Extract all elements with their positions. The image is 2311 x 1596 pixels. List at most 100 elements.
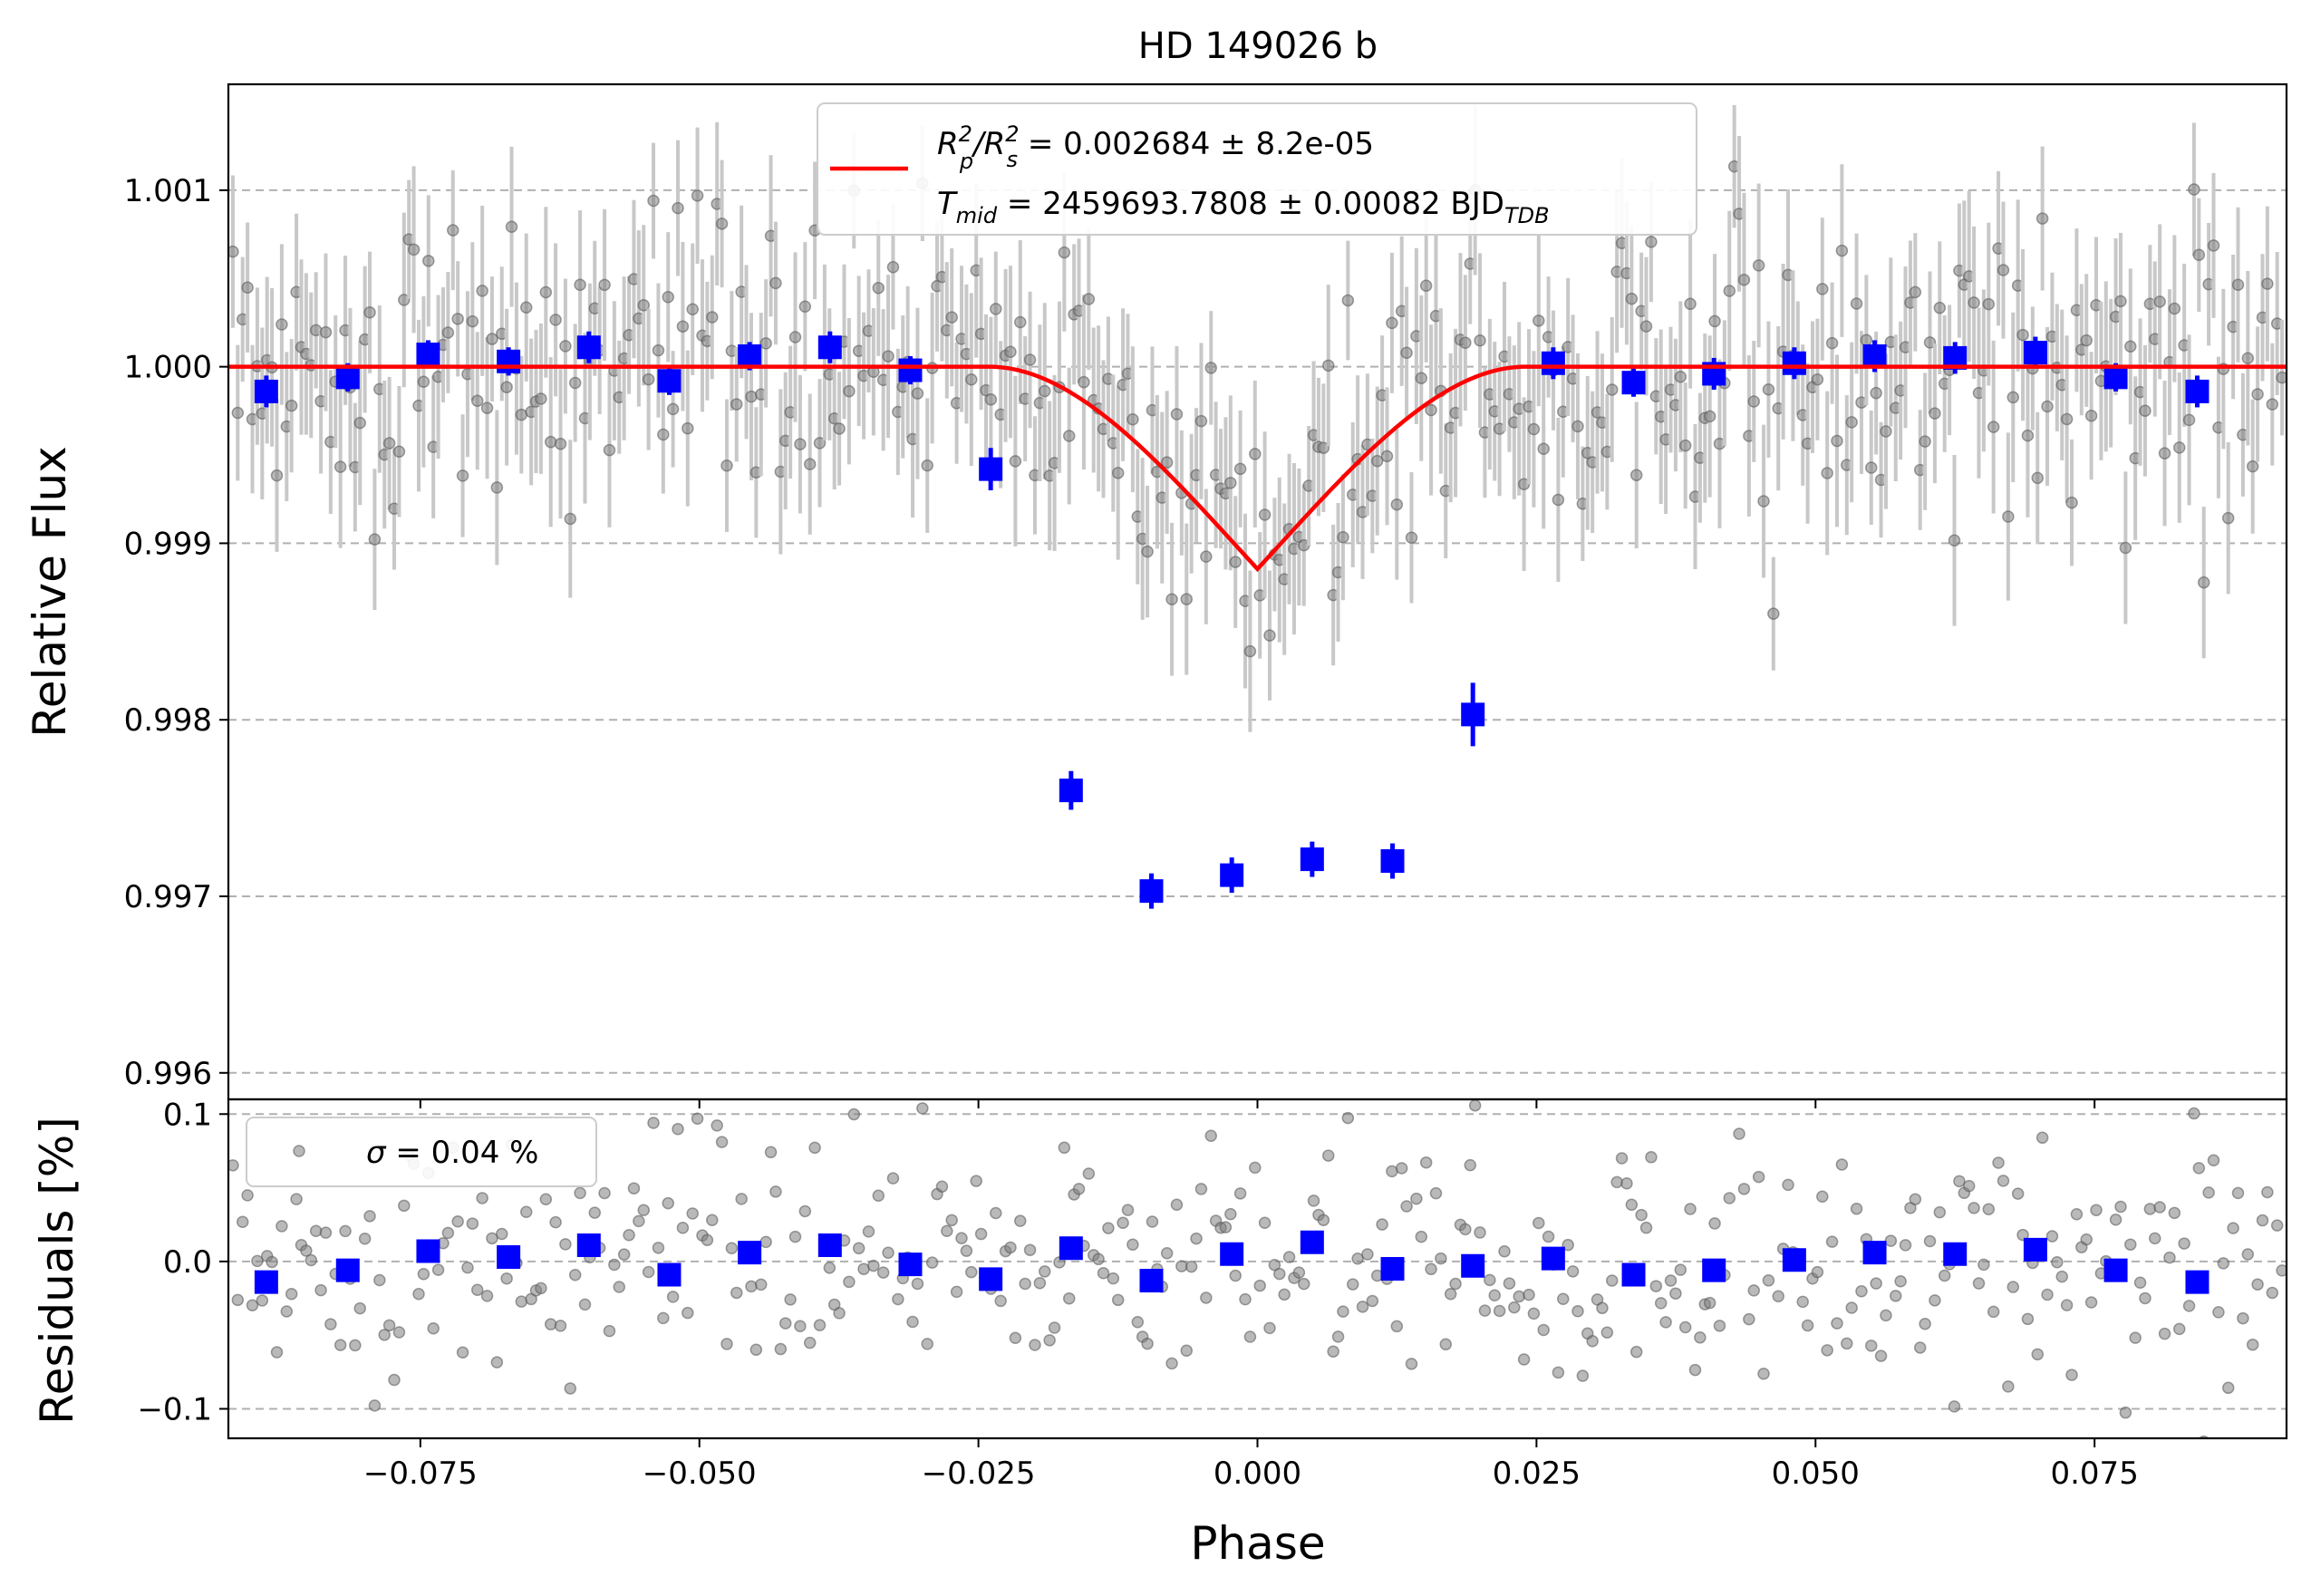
raw-flux-point bbox=[682, 421, 694, 435]
raw-residual-point bbox=[2221, 1381, 2235, 1395]
raw-flux-point bbox=[535, 392, 547, 405]
raw-residual-point bbox=[1620, 1177, 1633, 1190]
raw-residual-point bbox=[382, 1319, 396, 1332]
raw-residual-point bbox=[1464, 1158, 1476, 1172]
raw-flux-point bbox=[1757, 495, 1770, 508]
y-tick-label: 0.1 bbox=[163, 1097, 212, 1133]
raw-residual-point bbox=[1366, 1294, 1379, 1308]
raw-flux-point bbox=[231, 406, 245, 420]
raw-residual-point bbox=[1997, 1175, 2010, 1187]
raw-flux-point bbox=[1004, 345, 1017, 358]
raw-residual-point bbox=[1092, 1253, 1105, 1266]
raw-flux-point bbox=[285, 399, 298, 412]
raw-residual-point bbox=[965, 1265, 978, 1279]
raw-residual-point bbox=[515, 1295, 528, 1308]
raw-flux-point bbox=[319, 325, 333, 339]
raw-residual-point bbox=[1331, 1330, 1345, 1343]
binned-flux-point bbox=[738, 343, 762, 368]
raw-flux-point bbox=[637, 299, 650, 312]
raw-residual-point bbox=[2256, 1214, 2269, 1227]
raw-residual-point bbox=[1542, 1230, 1555, 1243]
x-tick-label: 0.000 bbox=[1214, 1456, 1301, 1492]
raw-residual-point bbox=[617, 1248, 631, 1261]
raw-residual-point bbox=[1845, 1301, 1858, 1314]
raw-residual-point bbox=[431, 1263, 445, 1276]
raw-flux-point bbox=[490, 481, 504, 494]
raw-residual-point bbox=[256, 1294, 269, 1307]
raw-residual-point bbox=[314, 1283, 327, 1297]
raw-flux-point bbox=[1527, 422, 1541, 436]
raw-residual-point bbox=[1605, 1274, 1619, 1287]
legend-residual-swatch bbox=[293, 1145, 305, 1157]
raw-flux-point bbox=[652, 343, 665, 357]
binned-residual-point bbox=[2103, 1258, 2128, 1282]
raw-flux-point bbox=[642, 372, 655, 386]
raw-residual-point bbox=[1865, 1340, 1878, 1352]
binned-residual-point bbox=[817, 1233, 842, 1257]
raw-residual-point bbox=[2158, 1327, 2171, 1340]
binned-residual-point bbox=[1943, 1242, 1968, 1266]
x-tick-label: 0.075 bbox=[2050, 1456, 2138, 1492]
raw-residual-point bbox=[1733, 1127, 1745, 1140]
raw-flux-point bbox=[2251, 388, 2264, 401]
raw-residual-point bbox=[1708, 1217, 1721, 1230]
raw-residual-point bbox=[1194, 1183, 1208, 1195]
binned-residual-point bbox=[738, 1241, 762, 1265]
raw-flux-point bbox=[2276, 371, 2287, 384]
raw-residual-point bbox=[1938, 1269, 1951, 1282]
raw-residual-point bbox=[1684, 1203, 1697, 1215]
raw-residual-point bbox=[662, 1196, 674, 1210]
raw-flux-point bbox=[2016, 328, 2029, 342]
raw-residual-point bbox=[1263, 1321, 1276, 1335]
raw-flux-point bbox=[1703, 410, 1716, 423]
raw-residual-point bbox=[1527, 1307, 1541, 1320]
raw-residual-point bbox=[1909, 1193, 1922, 1205]
raw-flux-point bbox=[1009, 455, 1022, 468]
raw-residual-point bbox=[334, 1339, 347, 1351]
raw-residual-point bbox=[1258, 1216, 1272, 1230]
raw-flux-point bbox=[2035, 212, 2049, 225]
raw-residual-point bbox=[2090, 1204, 2103, 1216]
top-legend: R2 p/R2 s = 0.002684 ± 8.2e-05 Tmid = 2459… bbox=[817, 102, 1697, 236]
raw-flux-point bbox=[2002, 510, 2015, 523]
raw-flux-point bbox=[1082, 293, 1096, 305]
raw-flux-point bbox=[451, 313, 464, 325]
raw-residual-point bbox=[417, 1267, 430, 1281]
raw-flux-point bbox=[2060, 412, 2074, 426]
raw-residual-point bbox=[2217, 1257, 2230, 1270]
raw-residual-point bbox=[990, 1206, 1002, 1220]
raw-flux-point bbox=[1674, 370, 1687, 383]
raw-flux-point bbox=[1678, 439, 1692, 452]
raw-flux-point bbox=[1229, 556, 1242, 568]
raw-flux-point bbox=[1380, 450, 1394, 463]
raw-residual-point bbox=[1243, 1330, 1257, 1343]
raw-residual-point bbox=[1933, 1205, 1947, 1219]
raw-flux-point bbox=[2041, 400, 2054, 413]
raw-residual-point bbox=[1253, 1279, 1266, 1292]
binned-residual-point bbox=[1059, 1236, 1083, 1261]
raw-flux-point bbox=[769, 276, 782, 290]
raw-flux-point bbox=[1258, 508, 1272, 521]
raw-flux-point bbox=[564, 512, 577, 526]
raw-flux-point bbox=[1605, 383, 1619, 396]
raw-residual-point bbox=[578, 1298, 592, 1311]
raw-residual-point bbox=[1273, 1267, 1286, 1281]
raw-flux-point bbox=[872, 281, 885, 295]
raw-residual-point bbox=[686, 1207, 699, 1220]
raw-residual-point bbox=[1537, 1323, 1550, 1337]
raw-residual-point bbox=[1449, 1277, 1462, 1291]
raw-residual-point bbox=[1435, 1252, 1447, 1265]
binned-flux-point bbox=[2185, 379, 2209, 403]
raw-flux-point bbox=[1850, 297, 1863, 310]
raw-residual-point bbox=[1841, 1337, 1853, 1350]
raw-residual-point bbox=[1884, 1234, 1898, 1247]
raw-residual-point bbox=[637, 1204, 650, 1216]
raw-flux-point bbox=[1533, 314, 1545, 327]
raw-residual-point bbox=[676, 1222, 690, 1234]
raw-flux-point bbox=[1821, 467, 1833, 479]
raw-flux-point bbox=[1816, 283, 1829, 295]
raw-flux-point bbox=[392, 445, 406, 459]
raw-residual-point bbox=[970, 1175, 982, 1187]
binned-residual-point bbox=[1380, 1257, 1405, 1281]
binned-residual-point bbox=[1782, 1248, 1806, 1272]
